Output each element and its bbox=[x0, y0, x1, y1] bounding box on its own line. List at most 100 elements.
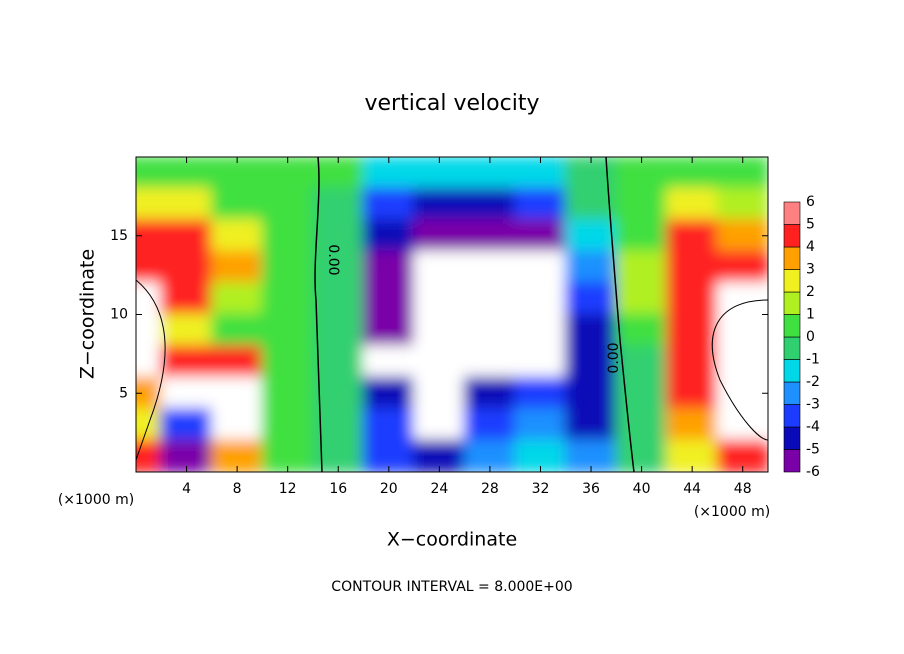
y-axis-label: Z−coordinate bbox=[77, 249, 99, 379]
cell bbox=[463, 408, 517, 442]
x-axis-label: X−coordinate bbox=[387, 529, 517, 551]
colorbar-box bbox=[783, 426, 801, 450]
contours bbox=[136, 157, 768, 472]
cell bbox=[362, 376, 416, 410]
footer: CONTOUR INTERVAL = 8.000E+00 bbox=[331, 579, 572, 595]
contour-line bbox=[605, 157, 635, 472]
cell bbox=[564, 250, 618, 284]
cell bbox=[210, 376, 264, 410]
cell bbox=[362, 313, 416, 347]
cell bbox=[261, 408, 314, 442]
cell bbox=[311, 282, 365, 316]
y-tick-label: 15 bbox=[110, 228, 128, 244]
cell bbox=[136, 313, 163, 347]
cell bbox=[136, 187, 163, 221]
x-tick-label: 4 bbox=[182, 481, 191, 497]
colorbar: -6 -5 -4 -3 -2 -1 0 1 2 3 4 5 6 bbox=[783, 194, 820, 480]
cell bbox=[665, 313, 719, 347]
colorbar-box bbox=[783, 404, 801, 428]
cell bbox=[160, 376, 213, 410]
cell bbox=[136, 157, 163, 190]
cell bbox=[665, 250, 719, 284]
colorbar-label: -3 bbox=[806, 397, 820, 413]
colorbar-label: 2 bbox=[806, 284, 815, 300]
cell bbox=[210, 313, 264, 347]
cell bbox=[463, 282, 517, 316]
cell bbox=[716, 282, 768, 316]
x-tick-label: 40 bbox=[633, 481, 651, 497]
cell bbox=[665, 219, 719, 253]
contour-line bbox=[314, 157, 323, 472]
colorbar-label: 4 bbox=[806, 239, 815, 255]
cell bbox=[261, 250, 314, 284]
colorbar-label: -4 bbox=[806, 419, 820, 435]
cell bbox=[311, 313, 365, 347]
cell bbox=[362, 219, 416, 253]
cell bbox=[311, 376, 365, 410]
colorbar-label: 6 bbox=[806, 194, 815, 210]
cell bbox=[463, 250, 517, 284]
colorbar-label: 1 bbox=[806, 307, 815, 323]
cell bbox=[160, 250, 213, 284]
cell bbox=[716, 187, 768, 221]
x-tick-label: 12 bbox=[279, 481, 297, 497]
cell bbox=[210, 282, 264, 316]
cell bbox=[716, 345, 768, 379]
colorbar-label: 3 bbox=[806, 262, 815, 278]
cell bbox=[665, 345, 719, 379]
cell bbox=[413, 345, 466, 379]
cell bbox=[615, 408, 668, 442]
cell bbox=[615, 187, 668, 221]
cell bbox=[615, 313, 668, 347]
colorbar-box bbox=[783, 291, 801, 315]
cell bbox=[413, 376, 466, 410]
colorbar-label: -6 bbox=[806, 464, 820, 480]
cell bbox=[514, 313, 567, 347]
cell bbox=[413, 250, 466, 284]
x-tick-label: 48 bbox=[734, 481, 752, 497]
colorbar-box bbox=[783, 449, 801, 473]
cell bbox=[210, 219, 264, 253]
cell bbox=[160, 345, 213, 379]
cell bbox=[311, 187, 365, 221]
cell bbox=[615, 376, 668, 410]
cell bbox=[160, 408, 213, 442]
cell bbox=[463, 376, 517, 410]
cell bbox=[413, 187, 466, 221]
field bbox=[136, 157, 768, 472]
colorbar-box bbox=[783, 269, 801, 293]
colorbar-label: -1 bbox=[806, 352, 820, 368]
colorbar-box bbox=[783, 381, 801, 405]
cell bbox=[564, 282, 618, 316]
cell bbox=[210, 345, 264, 379]
cell bbox=[136, 345, 163, 379]
cell bbox=[564, 219, 618, 253]
cell bbox=[514, 219, 567, 253]
cell bbox=[716, 313, 768, 347]
cell bbox=[463, 187, 517, 221]
cell bbox=[210, 250, 264, 284]
x-tick-label: 24 bbox=[430, 481, 448, 497]
cell bbox=[261, 376, 314, 410]
colorbar-label: 5 bbox=[806, 217, 815, 233]
cell bbox=[665, 408, 719, 442]
colorbar-box bbox=[783, 336, 801, 360]
colorbar-box bbox=[783, 314, 801, 338]
cell bbox=[564, 313, 618, 347]
cell bbox=[514, 408, 567, 442]
cell bbox=[311, 345, 365, 379]
x-unit: (×1000 m) bbox=[694, 504, 770, 520]
cell bbox=[261, 219, 314, 253]
cell bbox=[463, 345, 517, 379]
cell bbox=[160, 187, 213, 221]
cell bbox=[136, 408, 163, 442]
cell bbox=[615, 345, 668, 379]
cell bbox=[716, 408, 768, 442]
cell bbox=[514, 282, 567, 316]
cell bbox=[463, 313, 517, 347]
contour-line bbox=[711, 299, 768, 441]
cell bbox=[210, 187, 264, 221]
colorbar-box bbox=[783, 246, 801, 270]
cell bbox=[362, 282, 416, 316]
colorbar-box bbox=[783, 224, 801, 248]
